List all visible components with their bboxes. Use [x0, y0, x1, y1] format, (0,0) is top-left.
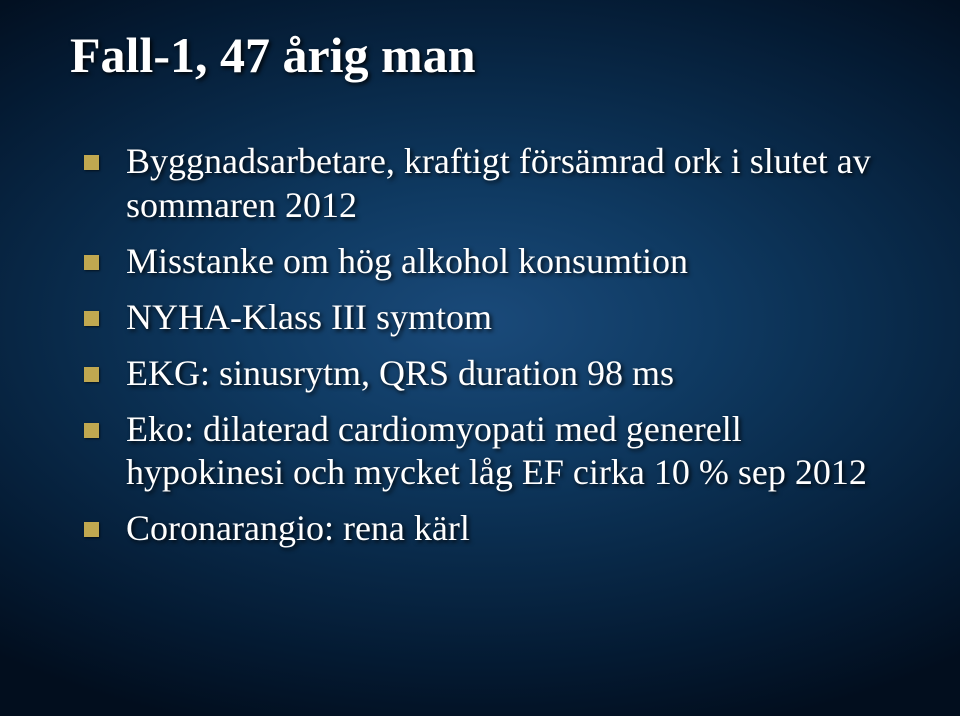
bullet-icon — [84, 423, 99, 438]
bullet-list: Byggnadsarbetare, kraftigt försämrad ork… — [84, 140, 900, 551]
list-item: NYHA-Klass III symtom — [84, 296, 900, 340]
bullet-icon — [84, 255, 99, 270]
slide-title: Fall-1, 47 årig man — [70, 26, 900, 84]
bullet-text: NYHA-Klass III symtom — [126, 297, 492, 337]
list-item: Byggnadsarbetare, kraftigt försämrad ork… — [84, 140, 900, 228]
list-item: Eko: dilaterad cardiomyopati med generel… — [84, 408, 900, 496]
list-item: Misstanke om hög alkohol konsumtion — [84, 240, 900, 284]
bullet-text: Misstanke om hög alkohol konsumtion — [126, 241, 688, 281]
bullet-icon — [84, 522, 99, 537]
bullet-icon — [84, 367, 99, 382]
slide: Fall-1, 47 årig man Byggnadsarbetare, kr… — [0, 0, 960, 716]
list-item: EKG: sinusrytm, QRS duration 98 ms — [84, 352, 900, 396]
bullet-icon — [84, 311, 99, 326]
bullet-text: Eko: dilaterad cardiomyopati med generel… — [126, 409, 867, 493]
bullet-text: Byggnadsarbetare, kraftigt försämrad ork… — [126, 141, 871, 225]
bullet-text: EKG: sinusrytm, QRS duration 98 ms — [126, 353, 674, 393]
bullet-icon — [84, 155, 99, 170]
bullet-text: Coronarangio: rena kärl — [126, 508, 470, 548]
list-item: Coronarangio: rena kärl — [84, 507, 900, 551]
